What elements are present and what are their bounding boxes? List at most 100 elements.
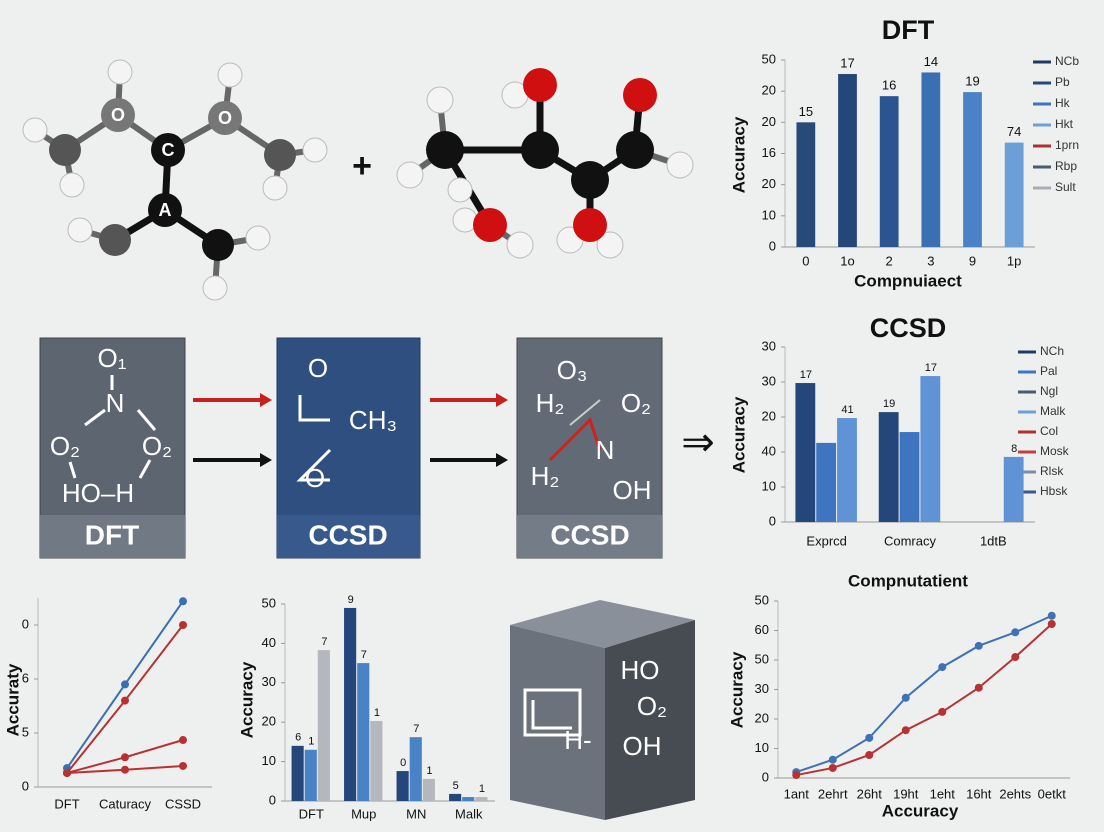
- legend-label: Pb: [1055, 75, 1070, 89]
- bar: [1003, 456, 1024, 522]
- step-label: H₂: [536, 388, 565, 418]
- x-tick-label: MN: [406, 806, 426, 821]
- point: [63, 768, 71, 777]
- cube-label: OH: [623, 731, 662, 761]
- bar-label: 1: [479, 783, 485, 795]
- y-tick-label: 20: [762, 83, 776, 98]
- y-tick-label: 0: [769, 513, 776, 528]
- point: [1011, 628, 1020, 637]
- bar: [921, 72, 941, 247]
- x-tick-label: Mup: [351, 806, 376, 821]
- legend-label: Sult: [1055, 180, 1076, 194]
- bar: [291, 745, 304, 801]
- legend-label: Hkt: [1055, 117, 1074, 131]
- legend-label: Ngl: [1040, 384, 1058, 398]
- molecule-2: [396, 68, 694, 259]
- bar: [899, 432, 920, 522]
- legend-label: Pal: [1040, 364, 1057, 378]
- point: [121, 753, 129, 762]
- bar: [357, 663, 370, 801]
- point: [865, 733, 874, 742]
- x-tick-label: CSSD: [165, 796, 201, 811]
- bar-label: 17: [840, 55, 854, 70]
- legend-label: Mosk: [1040, 444, 1070, 458]
- bar: [796, 122, 816, 247]
- y-tick-label: 20: [262, 714, 276, 729]
- bar-label: 74: [1007, 124, 1021, 139]
- step-caption: DFT: [85, 519, 139, 550]
- point: [121, 696, 129, 705]
- bar: [879, 96, 899, 247]
- point: [121, 680, 129, 689]
- step-label: N: [596, 435, 615, 465]
- legend-label: Rbp: [1055, 159, 1077, 173]
- y-tick-label: 30: [762, 338, 776, 353]
- bar-label: 19: [883, 398, 895, 410]
- cube: HO O₂ OH H-: [510, 600, 695, 820]
- bar: [449, 793, 462, 801]
- atom-label: O: [111, 105, 125, 125]
- y-tick-label: 30: [762, 373, 776, 388]
- y-tick-label: 0: [769, 238, 776, 253]
- y-tick-label: 10: [762, 478, 776, 493]
- y-tick-label: 10: [262, 753, 276, 768]
- step-label: O₁: [98, 343, 127, 373]
- legend-label: Malk: [1040, 404, 1066, 418]
- step-label: HO–H: [62, 478, 134, 508]
- x-tick-label: 9: [969, 253, 976, 268]
- point: [1047, 611, 1056, 620]
- bar-label: 15: [799, 104, 813, 119]
- point: [179, 761, 187, 770]
- cube-label: O₂: [637, 691, 667, 721]
- cube-label: HO: [621, 655, 660, 685]
- x-tick-label: 1eht: [930, 786, 956, 801]
- y-axis-label: Accuracy: [729, 116, 748, 193]
- bar-label: 6: [295, 732, 301, 744]
- legend-label: Hbsk: [1040, 484, 1068, 498]
- cube-label: H-: [564, 725, 591, 755]
- operator: +: [352, 147, 372, 185]
- step-label: O₂: [621, 388, 651, 418]
- x-tick-label: Exprcd: [806, 533, 846, 548]
- y-tick-label: 50: [762, 51, 776, 66]
- bar-label: 16: [882, 78, 896, 93]
- point: [938, 663, 947, 672]
- x-tick-label: Malk: [455, 806, 483, 821]
- y-tick-label: 6: [22, 670, 29, 685]
- y-tick-label: 20: [762, 114, 776, 129]
- y-tick-label: 0: [22, 616, 29, 631]
- x-tick-label: DFT: [299, 806, 324, 821]
- x-tick-label: 2: [886, 253, 893, 268]
- step-caption: CCSD: [550, 519, 629, 550]
- point: [974, 641, 983, 650]
- line: [796, 623, 1053, 777]
- point: [121, 765, 129, 774]
- bar: [837, 418, 857, 522]
- bar: [816, 442, 837, 522]
- point: [828, 755, 837, 764]
- step-label: O: [305, 463, 325, 493]
- point: [1047, 620, 1056, 629]
- y-tick-label: 16: [762, 145, 776, 160]
- x-tick-label: 1o: [840, 253, 854, 268]
- point: [974, 683, 983, 692]
- bar-label: 8: [1011, 443, 1017, 455]
- y-tick-label: 50: [262, 595, 276, 610]
- chart-title: CCSD: [870, 313, 947, 343]
- legend-label: NCh: [1040, 344, 1064, 358]
- x-tick-label: 1ant: [784, 786, 810, 801]
- bar-label: 0: [400, 757, 406, 769]
- bar: [1004, 142, 1024, 247]
- step-caption: CCSD: [308, 519, 387, 550]
- arrow: ⇒: [681, 421, 715, 465]
- y-tick-label: 10: [762, 207, 776, 222]
- y-axis-label: Accuracy: [729, 396, 748, 473]
- y-axis-label: Accuracy: [727, 651, 746, 728]
- y-tick-label: 0: [762, 769, 769, 784]
- bar-label: 17: [800, 369, 812, 381]
- bar: [409, 737, 422, 801]
- point: [179, 597, 187, 606]
- point: [828, 763, 837, 772]
- x-tick-label: 19ht: [893, 786, 919, 801]
- bar-label: 7: [321, 636, 327, 648]
